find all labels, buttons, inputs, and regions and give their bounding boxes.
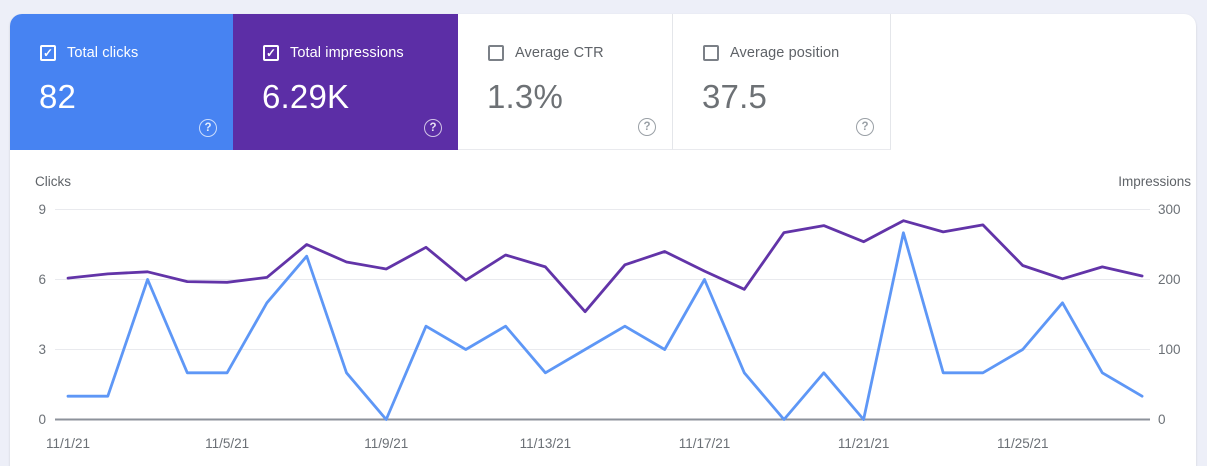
axis-tick-label: 0 [38, 411, 46, 427]
total-clicks-checkbox[interactable]: ✓ [40, 45, 56, 61]
impressions-line [66, 219, 1144, 314]
help-icon[interactable]: ? [424, 119, 442, 137]
axis-tick-label: 9 [38, 201, 46, 217]
axis-tick-label: 11/5/21 [205, 436, 250, 451]
total-impressions-checkbox[interactable]: ✓ [263, 45, 279, 61]
metric-card-value: 6.29K [262, 78, 350, 115]
metric-card-label: Total clicks [67, 45, 139, 61]
axis-tick-label: 11/21/21 [837, 436, 890, 451]
right-axis-title: Impressions [1118, 174, 1191, 189]
metric-card-label: Total impressions [290, 45, 404, 61]
axis-tick-label: 11/9/21 [364, 436, 409, 451]
metric-card-total-impressions[interactable]: ✓ Total impressions 6.29K ? [233, 14, 458, 150]
axis-tick-label: 200 [1158, 271, 1181, 287]
axis-tick-label: 11/1/21 [45, 436, 91, 451]
clicks-line [66, 231, 1144, 421]
axis-tick-label: 6 [38, 271, 46, 287]
axis-tick-label: 100 [1158, 341, 1181, 357]
metric-card-average-position[interactable]: ✓ Average position 37.5 ? [673, 14, 891, 150]
metric-card-label: Average CTR [515, 45, 604, 61]
average-ctr-checkbox[interactable]: ✓ [488, 45, 504, 61]
axis-tick-label: 11/17/21 [678, 436, 731, 451]
axis-tick-label: 300 [1158, 201, 1181, 217]
performance-panel: ✓ Total clicks 82 ? ✓ Total impressions … [10, 14, 1196, 466]
left-axis-title: Clicks [35, 174, 71, 189]
card-header: ✓ Average CTR [458, 14, 672, 61]
average-position-checkbox[interactable]: ✓ [703, 45, 719, 61]
help-icon[interactable]: ? [638, 118, 656, 136]
metric-cards-row: ✓ Total clicks 82 ? ✓ Total impressions … [10, 14, 1196, 150]
card-header: ✓ Total clicks [10, 14, 233, 61]
metric-card-value: 37.5 [702, 78, 768, 115]
metric-card-value: 1.3% [487, 78, 564, 115]
checkmark-icon: ✓ [265, 46, 277, 60]
axis-tick-label: 3 [38, 341, 46, 357]
checkmark-icon: ✓ [42, 46, 54, 60]
card-header: ✓ Average position [673, 14, 890, 61]
help-icon[interactable]: ? [199, 119, 217, 137]
card-header: ✓ Total impressions [233, 14, 458, 61]
metric-card-average-ctr[interactable]: ✓ Average CTR 1.3% ? [458, 14, 673, 150]
metric-card-total-clicks[interactable]: ✓ Total clicks 82 ? [10, 14, 233, 150]
axis-tick-label: 11/13/21 [519, 436, 572, 451]
help-icon[interactable]: ? [856, 118, 874, 136]
axis-tick-label: 0 [1158, 411, 1166, 427]
metric-card-label: Average position [730, 45, 840, 61]
axis-tick-label: 11/25/21 [996, 436, 1049, 451]
metric-card-value: 82 [39, 78, 77, 115]
